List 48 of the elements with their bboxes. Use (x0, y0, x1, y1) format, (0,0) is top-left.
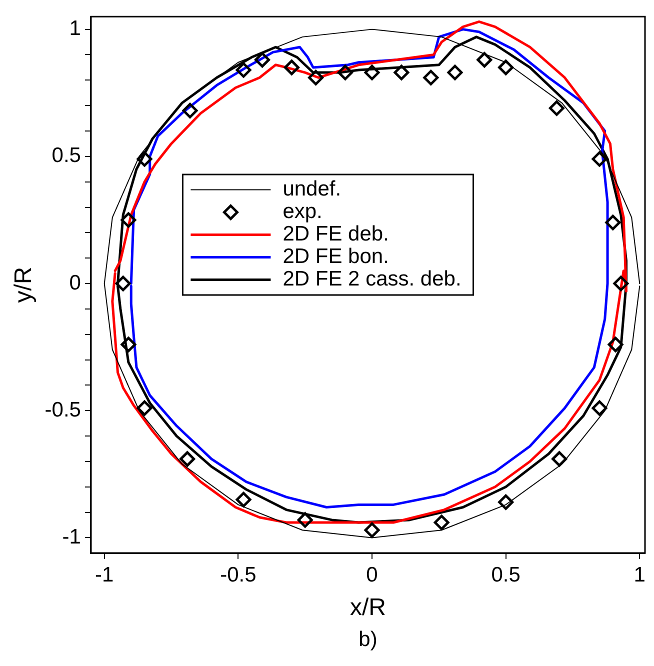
point (115, 276, 131, 292)
point (498, 494, 514, 510)
point (136, 151, 152, 167)
point (297, 512, 313, 528)
x-tick-label: 1 (634, 563, 646, 586)
point (284, 60, 300, 76)
legend-label: 2D FE deb. (282, 222, 389, 246)
x-tick-label: -1 (95, 563, 114, 586)
point (364, 522, 380, 538)
point (364, 64, 380, 80)
point (120, 336, 136, 352)
x-tick-label: -0.5 (220, 563, 256, 586)
legend-label: 2D FE bon. (282, 245, 389, 268)
point (605, 214, 621, 230)
x-axis-title: x/R (350, 594, 386, 622)
point (423, 70, 439, 86)
point (254, 52, 270, 68)
text: b) (358, 628, 378, 652)
point (236, 492, 252, 508)
legend-label: 2D FE 2 cass. deb. (282, 268, 462, 291)
point (120, 212, 136, 228)
point (592, 151, 608, 167)
x-tick-label: 0.5 (491, 563, 520, 586)
point (498, 60, 514, 76)
y-tick-label: -1 (62, 526, 81, 549)
point (182, 102, 198, 118)
point (447, 64, 463, 80)
y-tick-label: -0.5 (44, 398, 81, 422)
y-axis-title: y/R (10, 266, 38, 303)
point (337, 64, 353, 80)
point (136, 400, 152, 416)
point (434, 514, 450, 530)
legend-label: undef. (282, 178, 342, 201)
point (236, 62, 252, 78)
point (548, 100, 564, 116)
point (394, 64, 410, 80)
x-tick-label: 0 (366, 563, 378, 586)
point (308, 70, 324, 86)
point (613, 276, 629, 292)
point (180, 451, 196, 467)
point (608, 336, 624, 352)
y-tick-label: 0.5 (52, 144, 81, 168)
point (476, 52, 492, 68)
legend-label: exp. (282, 200, 322, 224)
y-tick-label: 1 (69, 17, 81, 40)
y-tick-label: 0 (69, 271, 81, 294)
point (552, 451, 568, 467)
point (592, 400, 608, 416)
